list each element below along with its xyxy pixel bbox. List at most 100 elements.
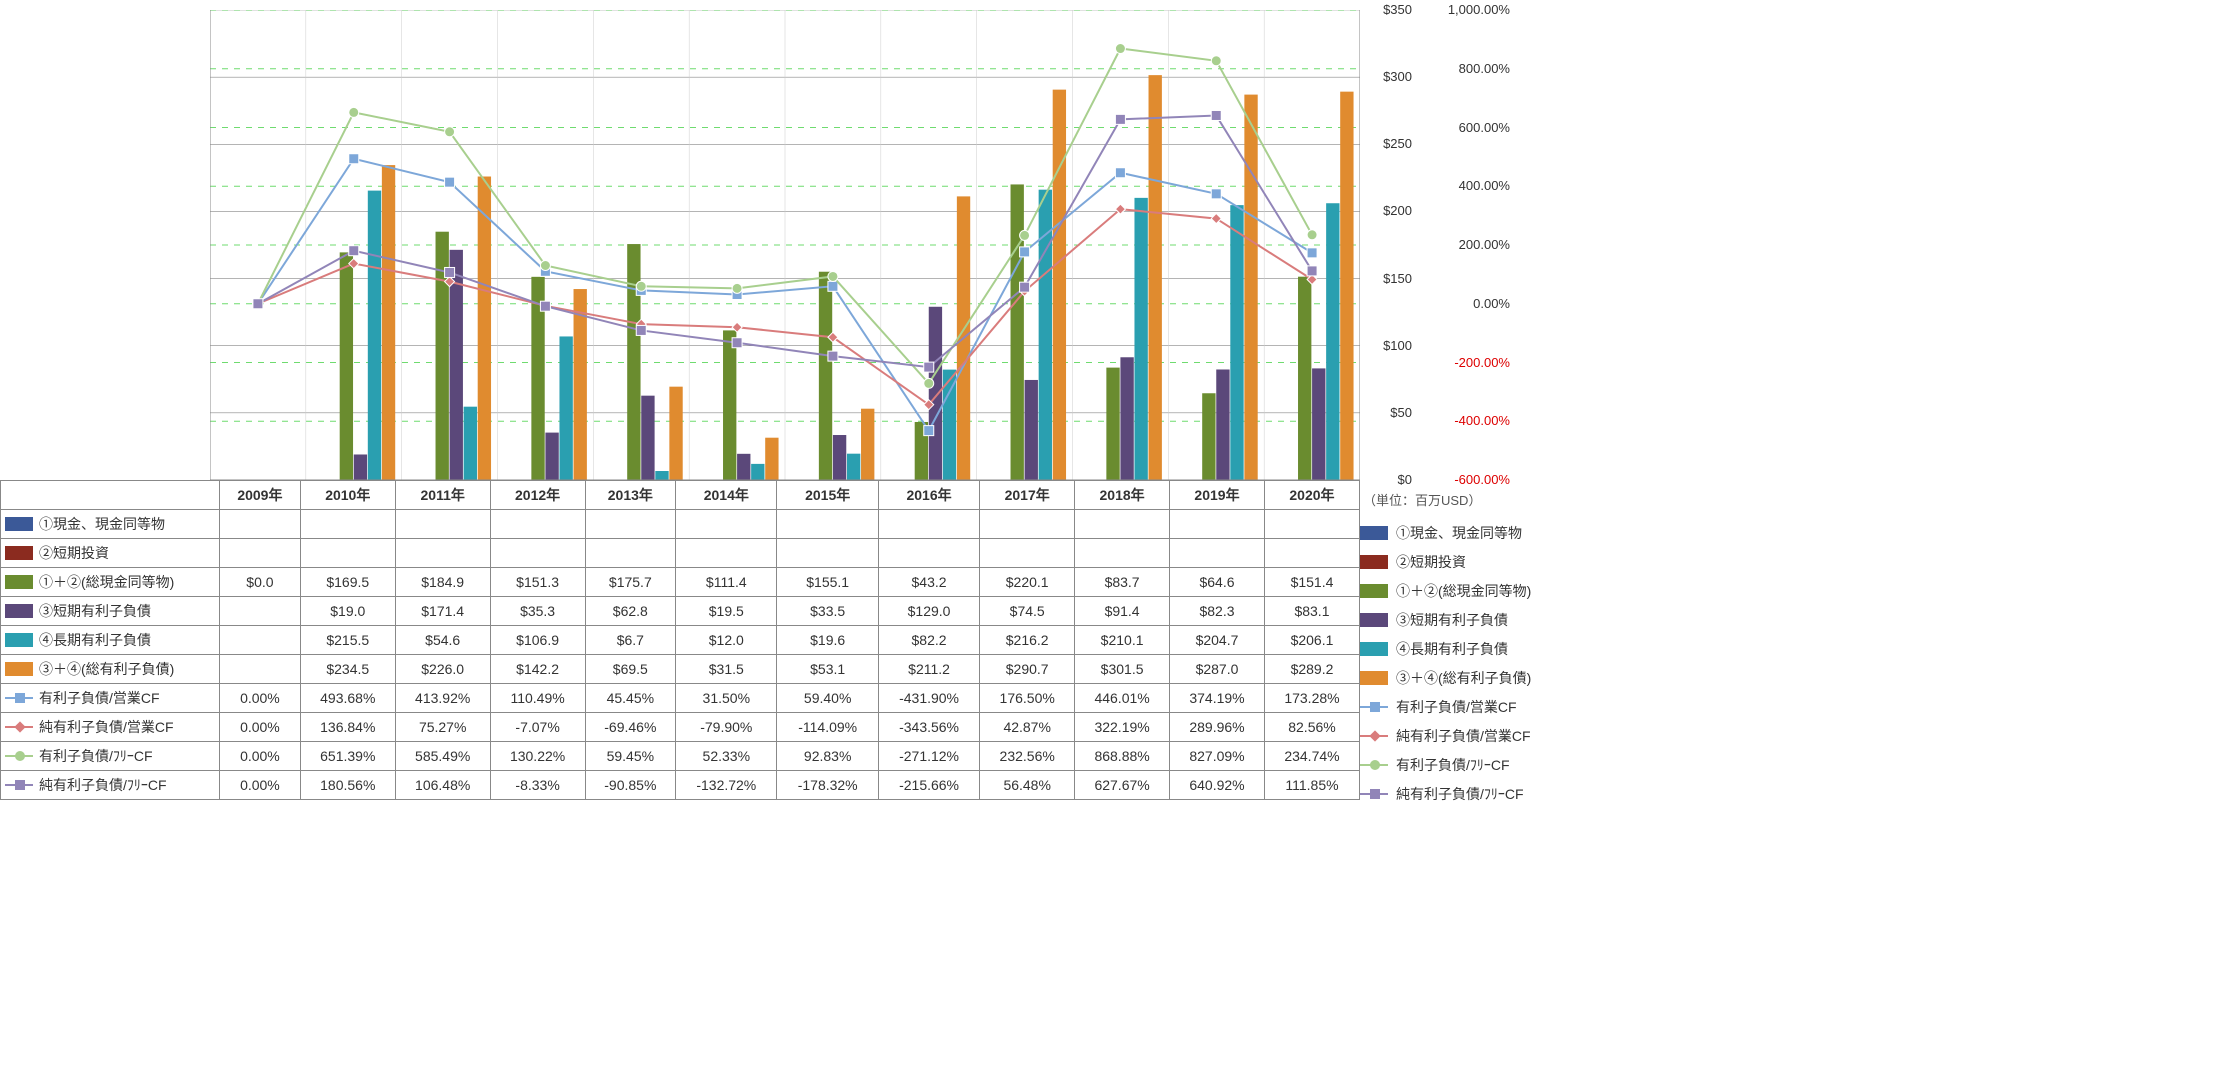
- table-cell: $82.2: [878, 626, 979, 655]
- legend-label: 純有利子負債/ﾌﾘｰCF: [1396, 784, 1524, 804]
- table-cell: -431.90%: [878, 684, 979, 713]
- y1-tick: $350: [1362, 2, 1412, 17]
- legend-label: ③短期有利子負債: [1396, 610, 1508, 630]
- y2-tick: -200.00%: [1420, 355, 1510, 370]
- table-cell: -7.07%: [490, 713, 585, 742]
- table-row-label: 有利子負債/営業CF: [1, 684, 220, 713]
- table-cell: $287.0: [1170, 655, 1265, 684]
- legend-item: ④長期有利子負債: [1360, 634, 1580, 663]
- unit-label: （単位：百万USD）: [1363, 490, 1481, 509]
- legend-item: ①現金、現金同等物: [1360, 518, 1580, 547]
- table-year-header: 2016年: [878, 481, 979, 510]
- table-cell: -79.90%: [676, 713, 777, 742]
- table-year-header: 2012年: [490, 481, 585, 510]
- legend-label: ②短期投資: [1396, 552, 1466, 572]
- y1-tick: $250: [1362, 136, 1412, 151]
- legend-item: ③＋④(総有利子負債): [1360, 663, 1580, 692]
- table-cell: $226.0: [395, 655, 490, 684]
- y1-tick: $0: [1362, 472, 1412, 487]
- series-label: ①現金、現金同等物: [39, 514, 165, 534]
- table-cell: 173.28%: [1264, 684, 1359, 713]
- legend-label: 有利子負債/営業CF: [1396, 697, 1517, 717]
- table-cell: [1264, 539, 1359, 568]
- table-cell: 234.74%: [1264, 742, 1359, 771]
- y1-tick: $50: [1362, 405, 1412, 420]
- table-cell: $289.2: [1264, 655, 1359, 684]
- table-cell: $301.5: [1075, 655, 1170, 684]
- series-label: ③短期有利子負債: [39, 601, 151, 621]
- table-cell: 493.68%: [300, 684, 395, 713]
- table-cell: 413.92%: [395, 684, 490, 713]
- table-cell: $53.1: [777, 655, 878, 684]
- table-year-header: 2010年: [300, 481, 395, 510]
- legend-label: 有利子負債/ﾌﾘｰCF: [1396, 755, 1510, 775]
- swatch-icon: [5, 604, 33, 618]
- table-cell: [676, 510, 777, 539]
- table-cell: $220.1: [980, 568, 1075, 597]
- table-cell: [676, 539, 777, 568]
- table-cell: -343.56%: [878, 713, 979, 742]
- swatch-icon: [1360, 613, 1388, 627]
- table-cell: 45.45%: [585, 684, 676, 713]
- table-cell: 0.00%: [220, 742, 301, 771]
- table-cell: $69.5: [585, 655, 676, 684]
- table-cell: 180.56%: [300, 771, 395, 800]
- table-cell: $215.5: [300, 626, 395, 655]
- swatch-icon: [1360, 793, 1388, 795]
- swatch-icon: [1360, 642, 1388, 656]
- data-table: 2009年2010年2011年2012年2013年2014年2015年2016年…: [0, 480, 1360, 800]
- table-year-header: 2015年: [777, 481, 878, 510]
- table-year-header: 2014年: [676, 481, 777, 510]
- table-cell: $210.1: [1075, 626, 1170, 655]
- table-row-label: ③短期有利子負債: [1, 597, 220, 626]
- y1-tick: $150: [1362, 271, 1412, 286]
- table-year-header: 2019年: [1170, 481, 1265, 510]
- table-cell: 42.87%: [980, 713, 1075, 742]
- table-cell: $151.4: [1264, 568, 1359, 597]
- table-cell: $83.1: [1264, 597, 1359, 626]
- table-cell: $211.2: [878, 655, 979, 684]
- table-cell: $171.4: [395, 597, 490, 626]
- table-cell: 0.00%: [220, 713, 301, 742]
- table-cell: -8.33%: [490, 771, 585, 800]
- legend-item: 有利子負債/営業CF: [1360, 692, 1580, 721]
- table-year-header: 2020年: [1264, 481, 1359, 510]
- swatch-icon: [5, 784, 33, 786]
- table-cell: $111.4: [676, 568, 777, 597]
- swatch-icon: [1360, 526, 1388, 540]
- table-cell: $62.8: [585, 597, 676, 626]
- table-cell: [395, 539, 490, 568]
- table-cell: $0.0: [220, 568, 301, 597]
- table-cell: [980, 539, 1075, 568]
- table-cell: $19.0: [300, 597, 395, 626]
- table-cell: [220, 510, 301, 539]
- table-cell: $33.5: [777, 597, 878, 626]
- table-row-label: ①現金、現金同等物: [1, 510, 220, 539]
- table-cell: -215.66%: [878, 771, 979, 800]
- legend-label: ①＋②(総現金同等物): [1396, 581, 1531, 601]
- table-cell: $204.7: [1170, 626, 1265, 655]
- table-cell: -271.12%: [878, 742, 979, 771]
- table-row-label: 有利子負債/ﾌﾘｰCF: [1, 742, 220, 771]
- table-cell: [980, 510, 1075, 539]
- swatch-icon: [1360, 735, 1388, 737]
- legend-item: ②短期投資: [1360, 547, 1580, 576]
- table-cell: $206.1: [1264, 626, 1359, 655]
- y1-tick: $200: [1362, 203, 1412, 218]
- table-cell: 56.48%: [980, 771, 1075, 800]
- table-cell: $19.6: [777, 626, 878, 655]
- y1-tick: $100: [1362, 338, 1412, 353]
- swatch-icon: [5, 517, 33, 531]
- table-cell: 59.45%: [585, 742, 676, 771]
- table-cell: 868.88%: [1075, 742, 1170, 771]
- table-cell: 585.49%: [395, 742, 490, 771]
- table-year-header: 2009年: [220, 481, 301, 510]
- table-cell: [777, 539, 878, 568]
- table-cell: $169.5: [300, 568, 395, 597]
- y2-tick: 0.00%: [1420, 296, 1510, 311]
- table-year-header: 2017年: [980, 481, 1075, 510]
- y1-tick: $300: [1362, 69, 1412, 84]
- swatch-icon: [5, 697, 33, 699]
- table-cell: 627.67%: [1075, 771, 1170, 800]
- swatch-icon: [1360, 706, 1388, 708]
